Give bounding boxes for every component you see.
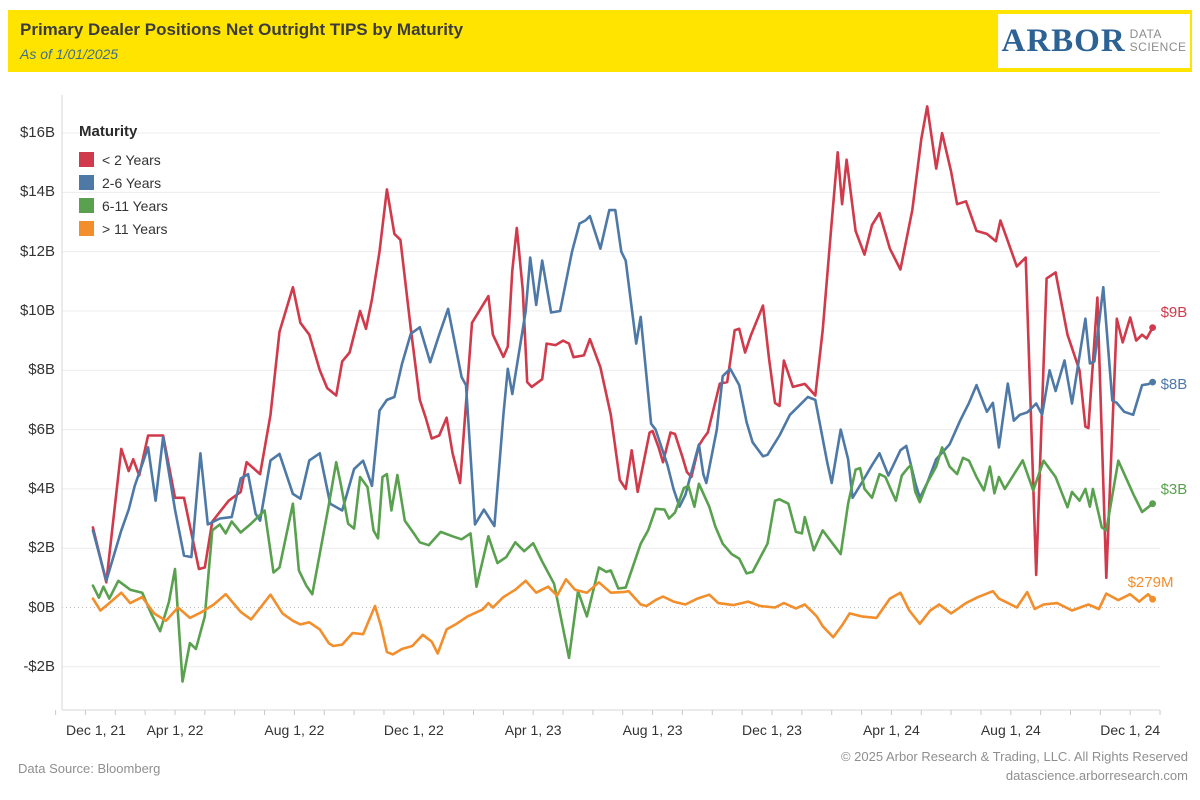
legend-item-label: 2-6 Years: [102, 174, 162, 191]
legend-item-2-years[interactable]: < 2 Years: [79, 148, 168, 171]
series-line-11-years[interactable]: [91, 577, 1154, 656]
y-tick-label: $4B: [28, 479, 55, 497]
series-end-label-2-years: $9B: [1160, 303, 1188, 321]
x-tick-label: Apr 1, 23: [504, 722, 562, 738]
logo-tagline-top: DATA: [1129, 27, 1162, 41]
legend-title: Maturity: [79, 123, 138, 140]
website-url: datascience.arborresearch.com: [1005, 768, 1188, 783]
legend-item-11-years[interactable]: > 11 Years: [79, 217, 168, 240]
y-tick-label: $6B: [28, 420, 55, 438]
x-tick-label: Dec 1, 23: [742, 722, 802, 738]
y-tick-label: $12B: [19, 242, 55, 260]
y-tick-label: $0B: [28, 598, 55, 616]
series-line-6-11-years[interactable]: [91, 446, 1154, 683]
legend: Maturity < 2 Years 2-6 Years 6-11 Years > 1…: [79, 123, 168, 240]
legend-item-6-11-years[interactable]: 6-11 Years: [79, 194, 168, 217]
copyright-text: © 2025 Arbor Research & Trading, LLC. Al…: [840, 749, 1188, 764]
x-tick-label: Aug 1, 23: [622, 722, 683, 738]
logo-wordmark: ARBOR: [1001, 22, 1126, 59]
page-title: Primary Dealer Positions Net Outright TI…: [20, 20, 464, 39]
legend-swatch-icon: [79, 221, 94, 236]
logo-tagline-bottom: SCIENCE: [1129, 40, 1187, 54]
x-tick-label: Dec 1, 22: [383, 722, 444, 738]
y-tick-label: $14B: [19, 183, 55, 201]
x-tick-label: Aug 1, 22: [264, 722, 325, 738]
arbor-logo: ARBOR DATA SCIENCE: [998, 14, 1190, 68]
as-of-date: As of 1/01/2025: [20, 46, 119, 62]
series-end-dot-2-6-years[interactable]: [1149, 378, 1156, 386]
y-tick-label: $8B: [28, 361, 55, 379]
series-line-2-years[interactable]: [91, 105, 1154, 584]
series-end-dot-2-years[interactable]: [1149, 324, 1156, 331]
x-tick-label: Apr 1, 22: [146, 722, 204, 738]
series-end-label-2-6-years: $8B: [1160, 376, 1188, 394]
y-tick-label: -$2B: [23, 657, 55, 675]
x-tick-label: Aug 1, 24: [980, 722, 1041, 738]
series-end-dot-11-years[interactable]: [1149, 595, 1156, 603]
data-source-note: Data Source: Bloomberg: [18, 761, 161, 776]
header-banner: Primary Dealer Positions Net Outright TI…: [8, 10, 1192, 72]
legend-swatch-icon: [79, 152, 94, 167]
y-tick-label: $2B: [28, 539, 55, 557]
x-tick-label: Apr 1, 24: [862, 722, 920, 738]
legend-item-label: 6-11 Years: [102, 197, 168, 214]
series-end-label-6-11-years: $3B: [1160, 480, 1188, 498]
y-tick-label: $16B: [19, 124, 55, 142]
footer-credits: © 2025 Arbor Research & Trading, LLC. Al…: [841, 747, 1188, 785]
legend-swatch-icon: [79, 175, 94, 190]
series-end-dot-6-11-years[interactable]: [1149, 500, 1156, 508]
y-tick-label: $10B: [19, 301, 55, 319]
x-tick-label: Dec 1, 21: [66, 722, 126, 738]
legend-item-2-6-years[interactable]: 2-6 Years: [79, 171, 168, 194]
legend-swatch-icon: [79, 198, 94, 213]
series-end-label-11-years: $279M: [1127, 574, 1174, 592]
x-tick-label: Dec 1, 24: [1100, 722, 1161, 738]
legend-item-label: < 2 Years: [102, 151, 161, 168]
legend-item-label: > 11 Years: [102, 220, 168, 237]
logo-tagline: DATA SCIENCE: [1130, 28, 1187, 54]
series-line-2-6-years[interactable]: [91, 208, 1154, 583]
